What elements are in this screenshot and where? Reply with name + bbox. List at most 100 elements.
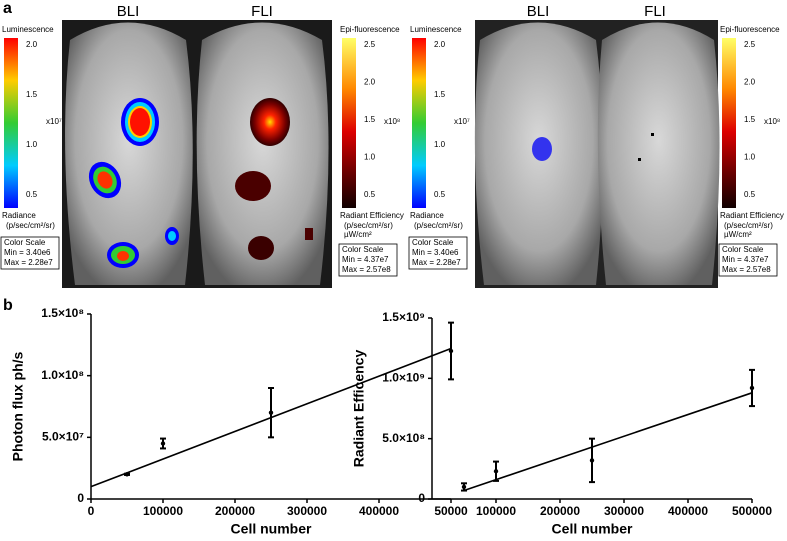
x-tick-label: 400000 <box>359 504 399 518</box>
scale-unit-title: Radiance <box>410 211 444 220</box>
mouse <box>196 22 329 285</box>
scale-box <box>718 243 778 277</box>
scale-tick-label: 2.0 <box>26 40 38 49</box>
image-label: FLI <box>251 3 273 20</box>
y-axis-title: Radiant Efficency <box>351 350 367 468</box>
scale-unit: (p/sec/cm²/sr) <box>414 221 463 230</box>
scale-tick-label: 0.5 <box>744 190 756 199</box>
x-tick-label: 0 <box>88 504 95 518</box>
mouse <box>65 22 193 285</box>
y-tick-label: 1.0×10⁹ <box>382 371 425 385</box>
x-tick-label: 100000 <box>476 504 516 518</box>
scale-tick-label: 2.0 <box>364 78 376 87</box>
x-tick-label: 200000 <box>215 504 255 518</box>
scale-tick-label: 2.0 <box>434 40 446 49</box>
scale-box <box>408 236 468 270</box>
scale-box-text: Max = 2.57e8 <box>722 265 771 274</box>
scale-unit-title: Radiant Efficiency <box>340 211 404 220</box>
scale-tick-label: 1.0 <box>744 153 756 162</box>
y-tick-label: 1.5×10⁸ <box>41 306 84 320</box>
data-point <box>448 348 454 354</box>
color-scales: Luminescence2.01.51.00.5x10⁷Radiance(p/s… <box>0 25 784 277</box>
scale-multiplier: x10⁸ <box>384 117 400 126</box>
x-tick-label: 50000 <box>434 504 468 518</box>
color-bar <box>412 38 426 208</box>
data-point <box>160 441 166 446</box>
scale-unit-title: Radiant Efficiency <box>720 211 784 220</box>
fli-signal <box>235 98 654 260</box>
y-tick-label: 1.0×10⁸ <box>41 368 84 382</box>
panel-label: b <box>3 297 13 314</box>
data-point <box>493 469 499 474</box>
x-axis-title: Cell number <box>231 521 312 537</box>
scale-multiplier: x10⁷ <box>46 117 62 126</box>
y-tick-label: 0 <box>77 491 84 505</box>
x-axis-title: Cell number <box>552 521 633 537</box>
scale-box-text: Min = 3.40e6 <box>412 248 459 257</box>
scale-unit-title: Radiance <box>2 211 36 220</box>
scale-tick-label: 1.5 <box>364 115 376 124</box>
x-tick-label: 200000 <box>540 504 580 518</box>
y-axis-title: Photon flux ph/s <box>10 351 26 461</box>
panel-label: a <box>3 0 12 17</box>
data-point <box>268 410 274 415</box>
scale-tick-label: 1.5 <box>26 90 38 99</box>
scale-box-text: Max = 2.57e8 <box>342 265 391 274</box>
scale-tick-label: 1.0 <box>364 153 376 162</box>
scale-box-text: Max = 2.28e7 <box>4 258 53 267</box>
scale-tick-label: 2.0 <box>744 78 756 87</box>
scale-box <box>0 236 60 270</box>
scale-multiplier: x10⁷ <box>454 117 470 126</box>
scale-title: Epi-fluorescence <box>340 25 400 34</box>
scale-tick-label: 0.5 <box>364 190 376 199</box>
scale-title: Luminescence <box>2 25 54 34</box>
charts: 0 5.0×10⁷ 1.0×10⁸ 1.5×10⁸ 0 100000 200000 30000… <box>10 306 773 537</box>
scale-box-text: Min = 4.37e7 <box>342 255 389 264</box>
scale-tick-label: 1.0 <box>434 140 446 149</box>
scale-tick-label: 1.0 <box>26 140 38 149</box>
scale-tick-label: 1.5 <box>434 90 446 99</box>
scale-unit: (p/sec/cm²/sr) <box>724 221 773 230</box>
x-tick-label: 500000 <box>732 504 772 518</box>
scale-tick-label: 2.5 <box>744 40 756 49</box>
scale-unit: (p/sec/cm²/sr) <box>344 221 393 230</box>
scale-box-text: Min = 4.37e7 <box>722 255 769 264</box>
scale-box-text: Min = 3.40e6 <box>4 248 51 257</box>
scale-unit: µW/cm² <box>344 230 372 239</box>
color-bar <box>4 38 18 208</box>
scale-box-text: Color Scale <box>722 245 764 254</box>
scale-tick-label: 0.5 <box>434 190 446 199</box>
data-point <box>124 472 130 477</box>
image-label: BLI <box>117 3 140 20</box>
fit-line <box>463 392 753 492</box>
y-tick-label: 1.5×10⁹ <box>382 310 425 324</box>
data-point <box>461 484 467 490</box>
scale-title: Epi-fluorescence <box>720 25 780 34</box>
x-tick-label: 400000 <box>668 504 708 518</box>
x-tick-label: 300000 <box>604 504 644 518</box>
mouse-images <box>62 20 720 288</box>
scale-unit: (p/sec/cm²/sr) <box>6 221 55 230</box>
x-tick-label: 100000 <box>143 504 183 518</box>
data-point <box>589 458 595 463</box>
image-label: BLI <box>527 3 550 20</box>
color-bar <box>722 38 736 208</box>
scale-tick-label: 1.5 <box>744 115 756 124</box>
color-bar <box>342 38 356 208</box>
y-tick-label: 5.0×10⁸ <box>382 431 425 445</box>
y-tick-label: 0 <box>418 491 425 505</box>
scale-tick-label: 0.5 <box>26 190 38 199</box>
scale-box-text: Color Scale <box>4 238 46 247</box>
image-label: FLI <box>644 3 666 20</box>
scale-multiplier: x10⁸ <box>764 117 780 126</box>
scale-unit: µW/cm² <box>724 230 752 239</box>
y-tick-label: 5.0×10⁷ <box>42 430 84 444</box>
scale-box-text: Color Scale <box>342 245 384 254</box>
scale-box <box>338 243 398 277</box>
scale-tick-label: 2.5 <box>364 40 376 49</box>
mouse <box>597 22 720 285</box>
scale-box-text: Max = 2.28e7 <box>412 258 461 267</box>
scale-title: Luminescence <box>410 25 462 34</box>
data-point <box>749 385 755 391</box>
